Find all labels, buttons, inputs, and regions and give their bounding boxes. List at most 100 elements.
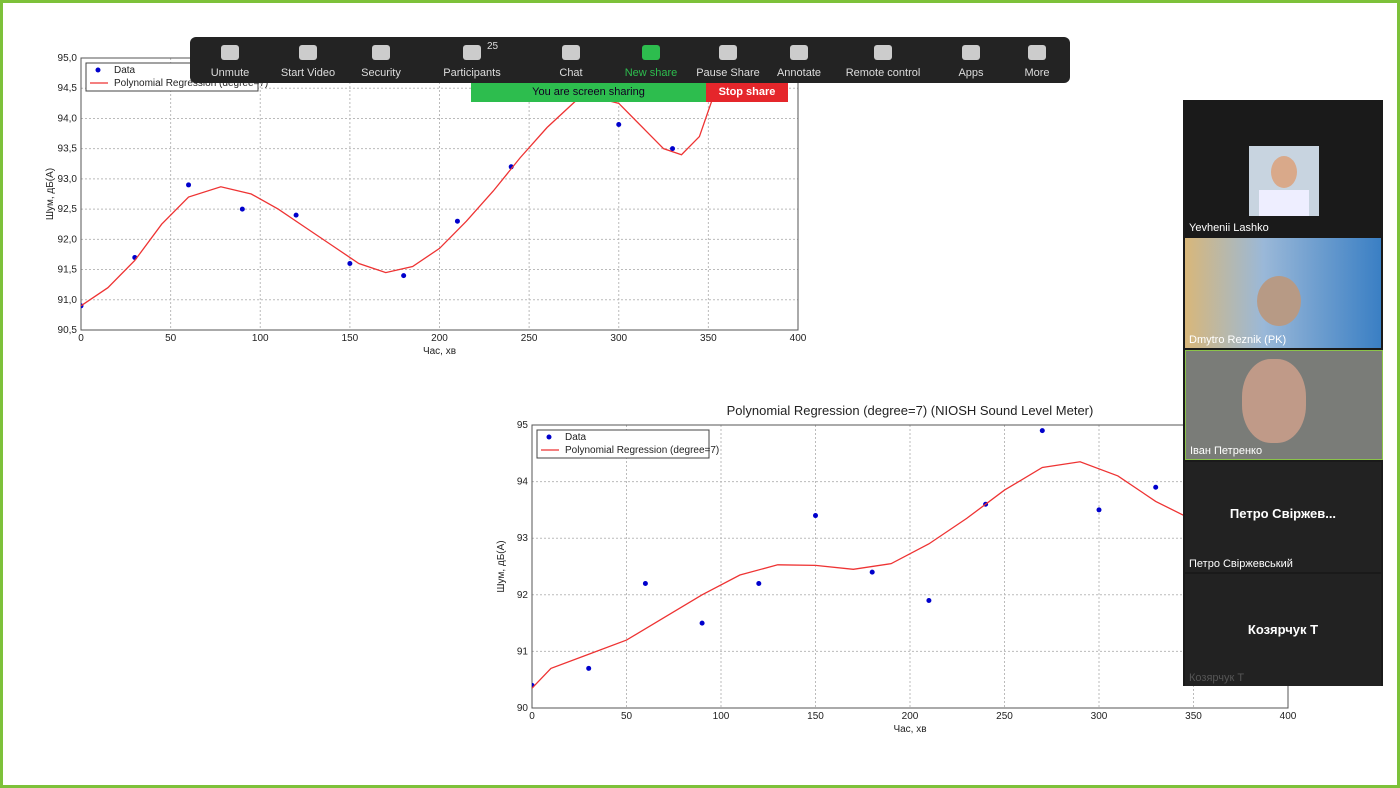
toolbar-label: Apps: [958, 67, 984, 79]
y-tick-label: 92: [517, 590, 529, 601]
icon: [372, 45, 390, 60]
stop-label: Stop share: [718, 86, 776, 98]
icon: [221, 45, 239, 60]
y-tick-label: 91,5: [58, 265, 78, 276]
tile: Dmytro Reznik (PK): [1185, 238, 1381, 348]
legend-label: Data: [565, 432, 587, 443]
toolbar-label: More: [1024, 67, 1050, 79]
x-tick-label: 350: [1185, 711, 1202, 722]
data-point: [616, 121, 622, 127]
toolbar-button[interactable]: Apps: [926, 37, 1016, 83]
participant-count: 25: [487, 41, 499, 52]
y-tick-label: 94,5: [58, 83, 78, 94]
x-tick-label: 300: [610, 333, 627, 344]
toolbar-label: Pause Share: [696, 67, 760, 79]
y-tick-label: 90,5: [58, 325, 78, 336]
y-tick-label: 92,0: [58, 234, 78, 245]
legend-marker: [546, 434, 552, 440]
x-tick-label: 50: [165, 333, 177, 344]
x-tick-label: 400: [790, 333, 807, 344]
y-tick-label: 93,5: [58, 144, 78, 155]
data-point: [699, 620, 705, 626]
y-tick-label: 91,0: [58, 295, 78, 306]
y-tick-label: 91: [517, 646, 529, 657]
icon: [874, 45, 892, 60]
data-point: [239, 206, 245, 212]
toolbar-button[interactable]: Pause Share: [683, 37, 773, 83]
x-tick-label: 400: [1280, 711, 1297, 722]
participant-name: Петро Свіржевський: [1189, 558, 1293, 570]
icon: [463, 45, 481, 60]
data-point: [1153, 484, 1159, 490]
toolbar-label: Remote control: [845, 67, 921, 79]
icon: [642, 45, 660, 60]
data-point: [186, 182, 192, 188]
share-banner: You are screen sharing: [471, 83, 706, 102]
y-tick-label: 95,0: [58, 53, 78, 64]
x-tick-label: 300: [1091, 711, 1108, 722]
x-tick-label: 350: [700, 333, 717, 344]
x-tick-label: 200: [431, 333, 448, 344]
toolbar-button[interactable]: More: [992, 37, 1082, 83]
toolbar-label: Security: [361, 67, 401, 79]
participant-display: Петро Свіржев...: [1229, 506, 1337, 521]
y-tick-label: 94: [517, 477, 529, 488]
fit-line: [81, 58, 724, 307]
tile: Петро Свіржев... Петро Свіржевський: [1185, 462, 1381, 572]
data-point: [454, 218, 460, 224]
stop-share-button[interactable]: Stop share: [706, 83, 788, 102]
data-point: [1039, 428, 1045, 434]
chart-title: Polynomial Regression (degree=7) (NIOSH …: [727, 403, 1094, 418]
y-tick-label: 93,0: [58, 174, 78, 185]
y-axis-label: Шум, дБ(А): [496, 540, 507, 592]
x-tick-label: 0: [78, 333, 84, 344]
toolbar-label: Start Video: [280, 67, 336, 79]
icon: [1028, 45, 1046, 60]
data-point: [293, 212, 299, 218]
data-point: [813, 513, 818, 519]
banner-text: You are screen sharing: [532, 86, 645, 98]
data-point: [670, 146, 676, 152]
participant-name: Yevhenii Lashko: [1189, 222, 1269, 234]
y-tick-label: 90: [517, 703, 529, 714]
toolbar-button[interactable]: Annotate: [754, 37, 844, 83]
fit-line: [532, 461, 1185, 689]
toolbar-button[interactable]: Unmute: [185, 37, 275, 83]
series-layer: [532, 428, 1185, 689]
y-tick-label: 95: [517, 420, 529, 431]
series-layer: [81, 58, 724, 309]
toolbar-button[interactable]: Participants 25: [427, 37, 517, 83]
legend-label: Polynomial Regression (degree=7): [565, 445, 719, 456]
participant-name: Іван Петренко: [1190, 445, 1263, 457]
icon: [562, 45, 580, 60]
legend-label: Data: [114, 65, 136, 76]
data-point: [869, 569, 875, 575]
data-point: [1096, 507, 1102, 513]
toolbar-label: Unmute: [210, 67, 250, 79]
y-tick-label: 92,5: [58, 204, 78, 215]
x-tick-label: 250: [521, 333, 538, 344]
x-tick-label: 50: [621, 711, 633, 722]
y-tick-label: 93: [517, 533, 529, 544]
legend-box: [536, 429, 710, 459]
tile: Yevhenii Lashko: [1185, 126, 1381, 236]
x-tick-label: 0: [529, 711, 535, 722]
legend-label: Polynomial Regression (degree=7): [114, 78, 268, 89]
x-tick-label: 200: [902, 711, 919, 722]
toolbar-button[interactable]: New share: [606, 37, 696, 83]
toolbar-label: Annotate: [776, 67, 822, 79]
toolbar-label: Chat: [559, 67, 583, 79]
toolbar-button[interactable]: Remote control: [838, 37, 928, 83]
toolbar-button[interactable]: Security: [336, 37, 426, 83]
x-axis-label: Час, хв: [423, 346, 456, 357]
tile: Іван Петренко: [1185, 350, 1383, 460]
toolbar-label: New share: [624, 67, 678, 79]
tile: Козярчук Т Козярчук Т: [1185, 574, 1381, 686]
data-point: [347, 261, 353, 267]
data-point: [401, 273, 407, 279]
toolbar-button[interactable]: Chat: [526, 37, 616, 83]
data-point: [642, 580, 648, 586]
legend-marker: [95, 67, 101, 73]
x-tick-label: 150: [807, 711, 824, 722]
toolbar-button[interactable]: Start Video: [263, 37, 353, 83]
